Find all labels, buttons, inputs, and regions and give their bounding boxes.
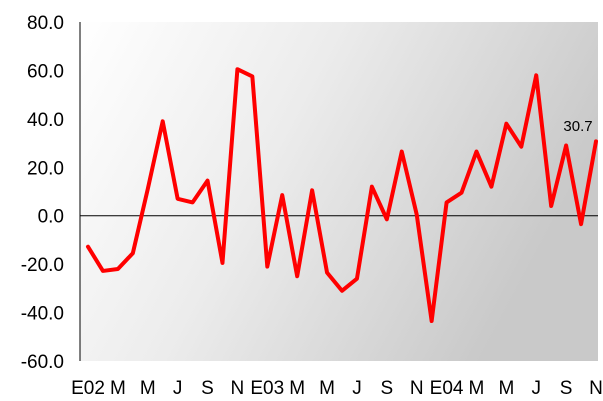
y-tick-label: 0.0	[38, 207, 64, 228]
y-tick-label: 60.0	[27, 61, 64, 82]
x-tick-label: J	[173, 378, 183, 399]
plot-area	[80, 22, 598, 361]
x-tick-label: N	[589, 378, 603, 399]
x-tick-label: E04	[430, 378, 464, 399]
x-tick-label: M	[498, 378, 514, 399]
y-tick-label: -40.0	[21, 304, 64, 325]
x-tick-label: M	[289, 378, 305, 399]
data-label: 30.7	[563, 118, 592, 135]
x-tick-label: N	[410, 378, 424, 399]
series-line	[86, 67, 598, 324]
x-tick-label: M	[110, 378, 126, 399]
y-tick-label: 40.0	[27, 110, 64, 131]
x-axis-ticks: E02 M M J S N E03 M M J S N E04 M M J S N	[71, 378, 603, 399]
x-tick-label: J	[352, 378, 362, 399]
x-tick-label: S	[201, 378, 214, 399]
x-tick-label: S	[380, 378, 393, 399]
x-tick-label: S	[560, 378, 573, 399]
y-tick-label: 20.0	[27, 158, 64, 179]
x-tick-label: E02	[71, 378, 105, 399]
y-tick-label: 80.0	[27, 13, 64, 34]
data-labels: 30.7	[563, 118, 592, 135]
y-tick-label: -60.0	[21, 352, 64, 373]
y-axis-ticks: 80.0 60.0 40.0 20.0 0.0 -20.0 -40.0 -60.0	[21, 13, 64, 373]
y-tick-label: -20.0	[21, 255, 64, 276]
x-tick-label: M	[319, 378, 335, 399]
x-tick-label: N	[231, 378, 245, 399]
x-tick-label: E03	[250, 378, 284, 399]
x-tick-label: M	[469, 378, 485, 399]
x-tick-label: J	[531, 378, 541, 399]
x-tick-label: M	[140, 378, 156, 399]
